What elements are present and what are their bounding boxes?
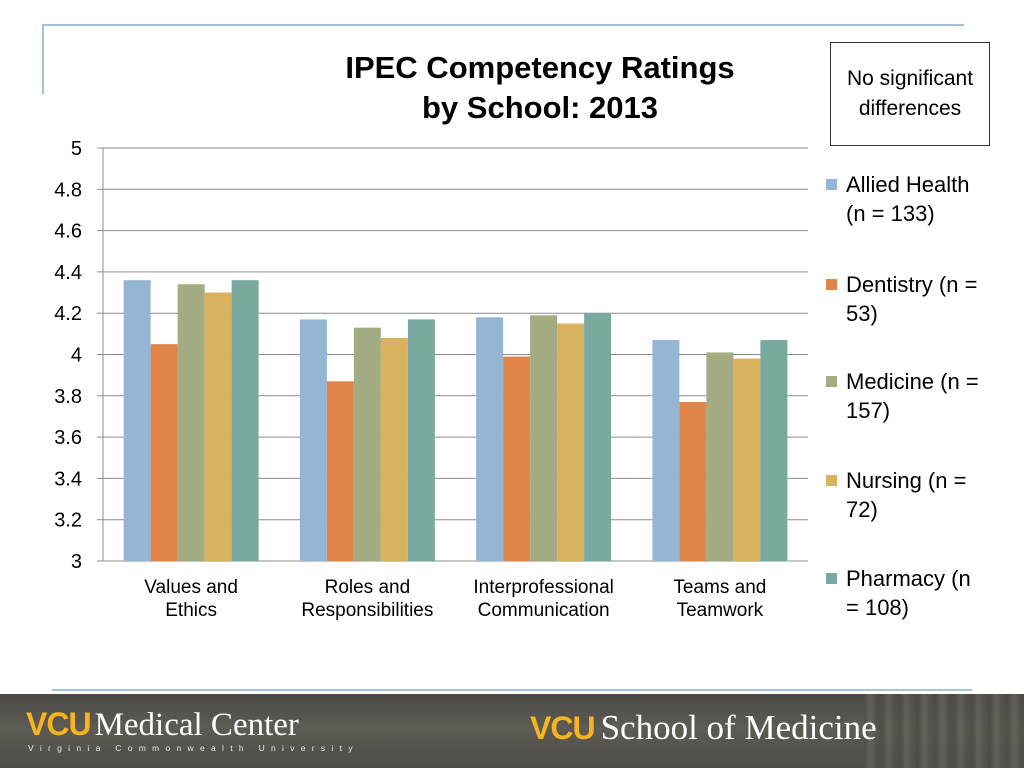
legend-label: Pharmacy (n = 108) [846,566,971,620]
school-of-medicine-text: School of Medicine [600,708,877,747]
vcu-mark: VCU [26,706,92,742]
legend-swatch [826,573,837,584]
bar [231,280,259,561]
y-tick-label: 5 [71,138,82,160]
bar [706,352,734,561]
bar [407,319,435,561]
x-category-label: Interprofessional [473,577,613,598]
y-tick-label: 4.2 [54,303,82,325]
left-rule [42,24,44,94]
y-tick-label: 4.6 [54,221,82,243]
legend-item: Dentistry (n = 53) [826,270,986,328]
y-tick-label: 4.8 [54,179,82,201]
bottom-rule [52,689,972,691]
top-rule [42,24,964,26]
bar [177,284,205,561]
bar [380,337,408,561]
legend-item: Allied Health (n = 133) [826,170,986,228]
legend-swatch [826,179,837,190]
x-category-label: Ethics [165,600,217,621]
legend-item: Nursing (n = 72) [826,466,986,524]
legend-label: Dentistry (n = 53) [846,272,978,326]
bar [733,358,761,561]
bar [299,319,327,561]
bar [326,381,354,561]
legend-item: Pharmacy (n = 108) [826,564,986,622]
legend-label: Nursing (n = 72) [846,468,967,522]
pillars-image [864,694,1024,768]
legend-item: Medicine (n = 157) [826,367,986,425]
medical-center-text: Medical Center [94,707,299,743]
bar [584,313,612,561]
bar [204,292,232,561]
annotation-box: No significant differences [830,42,990,146]
y-tick-label: 3.6 [54,427,82,449]
y-tick-label: 3 [71,551,82,573]
y-tick-label: 4.4 [54,262,82,284]
x-category-label: Communication [478,600,610,621]
bar [123,280,151,561]
x-category-label: Teams and [673,577,766,598]
x-category-label: Values and [144,577,238,598]
bar [150,344,178,561]
legend-swatch [826,376,837,387]
bar [503,356,531,561]
vcu-school-of-medicine-logo: VCU School of Medicine [530,708,877,748]
footer-banner: VCU Medical Center Virginia Commonwealth … [0,694,1024,768]
y-tick-label: 3.4 [54,468,82,490]
y-tick-label: 3.8 [54,386,82,408]
x-category-label: Roles and [325,577,411,598]
chart-title-line-2: by School: 2013 [421,90,659,125]
legend-swatch [826,475,837,486]
bar [530,315,558,561]
chart-title: IPEC Competency Ratings by School: 2013 [300,48,780,128]
legend-label: Medicine (n = 157) [846,369,979,423]
annotation-text: No significant differences [846,67,974,120]
x-category-label: Responsibilities [301,600,433,621]
legend-label: Allied Health (n = 133) [846,172,970,226]
bar-chart: 5 4.8 4.6 4.4 4.2 4 3.8 3.6 3.4 3.2 3 Values andEth… [54,138,808,621]
x-category-label: Teamwork [677,600,764,621]
bar [476,317,504,561]
legend-swatch [826,279,837,290]
vcu-mark: VCU [530,710,596,746]
y-tick-label: 3.2 [54,510,82,532]
bar [760,340,788,561]
bar [652,340,680,561]
bar [557,323,585,561]
chart-title-line-1: IPEC Competency Ratings [345,50,735,85]
bar [679,401,707,561]
vcu-medical-center-logo: VCU Medical Center [26,706,299,744]
university-subtitle: Virginia Commonwealth University [28,743,359,753]
y-tick-label: 4 [71,345,82,367]
bar [353,327,381,561]
